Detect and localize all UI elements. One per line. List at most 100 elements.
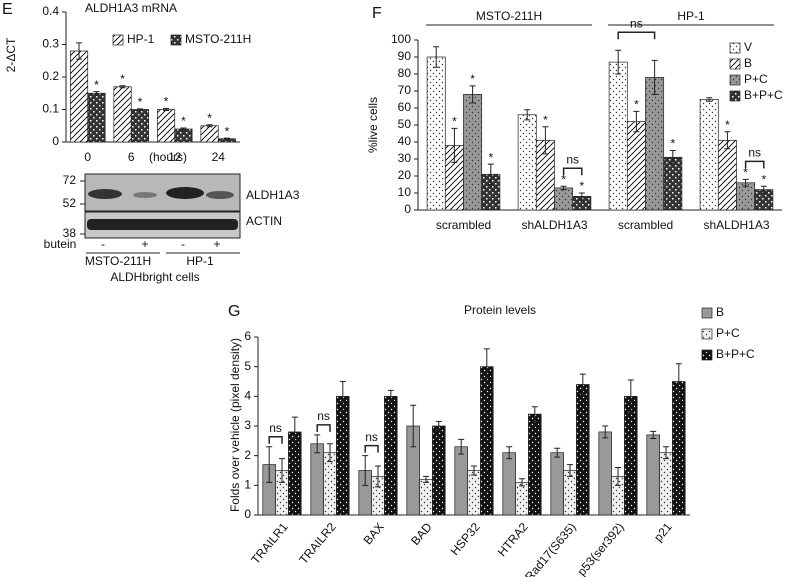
panel-label: F bbox=[372, 5, 382, 22]
bar bbox=[717, 139, 737, 211]
error-bar bbox=[524, 109, 531, 121]
western-blot: 72 52 38 ALDH1A3 ACTIN butein - + - + MS… bbox=[44, 173, 300, 284]
bar bbox=[626, 121, 646, 211]
error-bar bbox=[163, 108, 170, 111]
x-tick-label: TRAILR1 bbox=[248, 520, 291, 567]
bar bbox=[624, 395, 638, 516]
legend-swatch bbox=[729, 74, 741, 86]
error-bar bbox=[291, 416, 298, 448]
y-tick-label: 50 bbox=[398, 117, 412, 131]
band-label: ALDH1A3 bbox=[246, 188, 300, 202]
significance-star: * bbox=[561, 172, 566, 186]
y-tick-label: 30 bbox=[398, 151, 412, 165]
significance-star: * bbox=[207, 111, 212, 125]
bar bbox=[515, 482, 529, 516]
x-tick-label: 12 bbox=[168, 150, 182, 164]
error-bar bbox=[633, 110, 640, 133]
error-bar bbox=[93, 91, 100, 96]
y-tick-label: 70 bbox=[398, 83, 412, 97]
bar bbox=[113, 86, 132, 143]
bar bbox=[659, 452, 673, 516]
lane-label: + bbox=[213, 237, 220, 251]
bar bbox=[663, 156, 683, 211]
legend-label: V bbox=[744, 40, 752, 54]
bar bbox=[480, 366, 494, 516]
bar bbox=[432, 425, 446, 516]
error-bar bbox=[410, 404, 417, 448]
bar bbox=[646, 434, 660, 516]
y-tick-label: 6 bbox=[244, 329, 251, 343]
bar bbox=[528, 413, 542, 516]
error-bar bbox=[451, 127, 458, 163]
blot-band bbox=[88, 189, 122, 199]
error-bar bbox=[560, 185, 567, 191]
significance-star: * bbox=[634, 98, 639, 112]
x-tick-label: HSP32 bbox=[448, 520, 483, 558]
y-tick-label: 20 bbox=[398, 168, 412, 182]
bar bbox=[517, 114, 537, 211]
error-bar bbox=[362, 455, 369, 486]
significance-star: * bbox=[181, 114, 186, 128]
y-tick-label: 60 bbox=[398, 100, 412, 114]
error-bar bbox=[706, 97, 713, 102]
legend-swatch bbox=[112, 34, 124, 46]
chart-title: ALDH1A3 mRNA bbox=[85, 1, 177, 15]
error-bar bbox=[223, 137, 230, 140]
legend-label: B+P+C bbox=[744, 88, 783, 102]
error-bar bbox=[339, 381, 346, 412]
legend-swatch bbox=[729, 42, 741, 54]
significance-star: * bbox=[120, 72, 125, 86]
x-tick-label: TRAILR2 bbox=[296, 520, 339, 567]
blot-caption: ALDHbright cells bbox=[110, 270, 199, 284]
error-bar bbox=[423, 475, 429, 483]
bar bbox=[554, 187, 574, 211]
error-bar bbox=[760, 185, 767, 194]
y-tick-label: 0.4 bbox=[42, 4, 59, 18]
bar bbox=[576, 384, 590, 516]
significance-star: * bbox=[452, 115, 457, 129]
bar bbox=[419, 479, 433, 516]
significance-star: * bbox=[94, 78, 99, 92]
significance-star: * bbox=[225, 124, 230, 138]
y-axis-label: 2-ΔCT bbox=[4, 37, 18, 72]
significance-star: * bbox=[579, 179, 584, 193]
bracket bbox=[268, 436, 283, 444]
error-bar bbox=[327, 443, 333, 463]
legend-swatch bbox=[170, 34, 182, 46]
y-tick-label: 0.1 bbox=[42, 102, 59, 116]
x-axis-label: (hours) bbox=[149, 150, 187, 164]
y-tick-label: 4 bbox=[244, 389, 251, 403]
bracket bbox=[562, 167, 583, 176]
blot-band bbox=[87, 219, 238, 230]
error-bar bbox=[279, 458, 285, 483]
legend-swatch bbox=[701, 307, 713, 319]
error-bar bbox=[663, 446, 669, 460]
error-bar bbox=[119, 85, 126, 89]
lane-label: - bbox=[181, 237, 185, 251]
x-tick-label: scrambled bbox=[436, 218, 491, 232]
significance-star: * bbox=[761, 172, 766, 186]
error-bar bbox=[314, 434, 321, 454]
y-tick-label: 10 bbox=[398, 185, 412, 199]
error-bar bbox=[724, 131, 731, 150]
error-bar bbox=[650, 430, 657, 439]
error-bar bbox=[669, 150, 676, 165]
error-bar bbox=[471, 465, 477, 476]
bar bbox=[87, 92, 106, 143]
error-bar bbox=[458, 438, 465, 455]
error-bar bbox=[487, 163, 494, 185]
significance-star: * bbox=[488, 150, 493, 164]
y-tick-label: 40 bbox=[398, 134, 412, 148]
legend-swatch bbox=[701, 328, 713, 340]
cell-line-label: HP-1 bbox=[186, 254, 214, 268]
x-tick-label: 0 bbox=[84, 150, 91, 164]
bar bbox=[174, 128, 193, 143]
error-bar bbox=[531, 406, 538, 423]
x-tick-label: BAD bbox=[408, 520, 435, 548]
group-label: MSTO-211H bbox=[476, 9, 542, 23]
error-bar bbox=[180, 127, 187, 131]
error-bar bbox=[615, 467, 621, 486]
significance-star: * bbox=[743, 166, 748, 180]
bar bbox=[467, 470, 481, 516]
